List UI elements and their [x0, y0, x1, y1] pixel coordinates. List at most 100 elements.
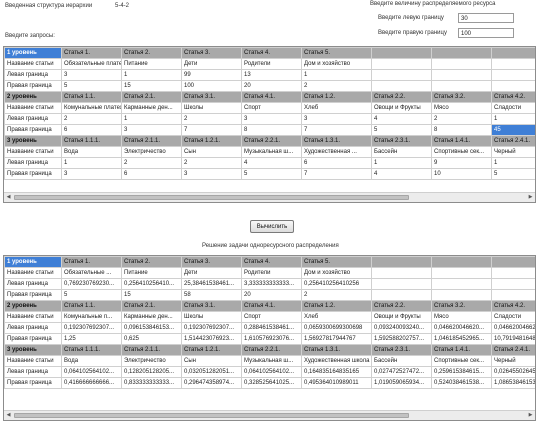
- grid-cell[interactable]: [431, 80, 492, 92]
- grid-cell[interactable]: 0,625: [121, 333, 182, 345]
- grid-cell[interactable]: 7: [181, 124, 242, 136]
- grid-cell[interactable]: Статья 1.3.1.: [301, 135, 372, 147]
- grid-cell[interactable]: [491, 47, 535, 59]
- grid-cell[interactable]: Спортивные сек...: [431, 146, 492, 158]
- requests-grid[interactable]: 1 уровень Статья 1. Статья 2. Статья 3. Стат…: [3, 46, 536, 203]
- grid-cell[interactable]: Питание: [121, 267, 182, 279]
- grid-cell[interactable]: Вода: [61, 355, 122, 367]
- grid-cell[interactable]: Статья 2.4.1.: [491, 344, 535, 356]
- grid-cell[interactable]: [431, 289, 492, 301]
- selected-grid-cell[interactable]: 45: [491, 124, 535, 136]
- grid-cell[interactable]: Статья 1.1.1.: [61, 135, 122, 147]
- grid-cell[interactable]: 4: [371, 113, 432, 125]
- grid-cell[interactable]: 0,0659300699300698: [301, 322, 372, 334]
- solution-grid-hscrollbar[interactable]: ◀ ▶: [4, 410, 535, 420]
- grid-cell[interactable]: 1: [491, 157, 535, 169]
- grid-cell[interactable]: Статья 1.2.1.: [181, 135, 242, 147]
- grid-cell[interactable]: Статья 1.: [61, 256, 122, 268]
- grid-cell[interactable]: 0,032051282051...: [181, 366, 242, 378]
- grid-cell[interactable]: 2: [431, 113, 492, 125]
- grid-cell[interactable]: 1: [121, 113, 182, 125]
- grid-cell[interactable]: Спорт: [241, 311, 302, 323]
- grid-cell[interactable]: [491, 58, 535, 70]
- scroll-right-arrow-icon[interactable]: ▶: [528, 194, 533, 200]
- grid-cell[interactable]: Статья 3.2.: [431, 91, 492, 103]
- grid-cell[interactable]: Статья 2.2.: [371, 300, 432, 312]
- grid-cell[interactable]: 0,495364010989011: [301, 377, 372, 389]
- grid-cell[interactable]: Статья 2.2.: [371, 91, 432, 103]
- grid-cell[interactable]: Родители: [241, 58, 302, 70]
- grid-cell[interactable]: Статья 2.2.1.: [241, 344, 302, 356]
- grid-cell[interactable]: Художественная школа: [301, 355, 372, 367]
- grid-cell[interactable]: Хлеб: [301, 102, 372, 114]
- grid-cell[interactable]: Статья 2.1.1.: [121, 344, 182, 356]
- grid-cell[interactable]: 13: [241, 69, 302, 81]
- grid-cell[interactable]: [491, 289, 535, 301]
- grid-cell[interactable]: [431, 278, 492, 290]
- grid-cell[interactable]: Статья 4.: [241, 256, 302, 268]
- grid-cell[interactable]: [371, 47, 432, 59]
- grid-cell[interactable]: Бассейн: [371, 355, 432, 367]
- grid-cell[interactable]: 2: [181, 157, 242, 169]
- grid-cell[interactable]: [431, 69, 492, 81]
- grid-cell[interactable]: Овощи и Фрукты: [371, 102, 432, 114]
- grid-cell[interactable]: Статья 1.4.1.: [431, 344, 492, 356]
- grid-cell[interactable]: Статья 2.4.1.: [491, 135, 535, 147]
- grid-cell[interactable]: 6: [301, 157, 372, 169]
- grid-cell[interactable]: [431, 47, 492, 59]
- scroll-left-arrow-icon[interactable]: ◀: [6, 194, 11, 200]
- grid-cell[interactable]: Карманные ден...: [121, 102, 182, 114]
- grid-cell[interactable]: 5: [61, 80, 122, 92]
- grid-cell[interactable]: 15: [121, 289, 182, 301]
- grid-cell[interactable]: 2: [181, 113, 242, 125]
- solution-grid[interactable]: 1 уровень Статья 1. Статья 2. Статья 3. Стат…: [3, 255, 536, 421]
- grid-cell[interactable]: Школы: [181, 311, 242, 323]
- grid-cell[interactable]: Хлеб: [301, 311, 372, 323]
- grid-cell[interactable]: Статья 1.2.: [301, 91, 372, 103]
- grid-cell[interactable]: 9: [431, 157, 492, 169]
- grid-cell[interactable]: 4: [241, 157, 302, 169]
- grid-cell[interactable]: Статья 5.: [301, 47, 372, 59]
- grid-cell[interactable]: Статья 2.3.1.: [371, 135, 432, 147]
- grid-cell[interactable]: 58: [181, 289, 242, 301]
- grid-cell[interactable]: [371, 267, 432, 279]
- grid-cell[interactable]: Дети: [181, 267, 242, 279]
- grid-cell[interactable]: Бассейн: [371, 146, 432, 158]
- grid-cell[interactable]: 0,833333333333...: [121, 377, 182, 389]
- grid-cell[interactable]: 0,524038461538...: [431, 377, 492, 389]
- grid-cell[interactable]: Электричество: [121, 355, 182, 367]
- grid-cell[interactable]: 4: [371, 168, 432, 180]
- grid-cell[interactable]: 1,514423076923...: [181, 333, 242, 345]
- grid-cell[interactable]: 25,38461538461...: [181, 278, 242, 290]
- grid-cell[interactable]: 5: [371, 124, 432, 136]
- grid-cell[interactable]: Сладости: [491, 311, 535, 323]
- grid-cell[interactable]: Статья 1.2.1.: [181, 344, 242, 356]
- grid-cell[interactable]: Статья 1.3.1.: [301, 344, 372, 356]
- grid-cell[interactable]: Статья 1.4.1.: [431, 135, 492, 147]
- grid-cell[interactable]: 0,256410256410256: [301, 278, 372, 290]
- grid-cell[interactable]: 0,046620046620...: [491, 322, 535, 334]
- grid-cell[interactable]: Статья 1.: [61, 47, 122, 59]
- grid-cell[interactable]: Черный: [491, 146, 535, 158]
- grid-cell[interactable]: Мясо: [431, 311, 492, 323]
- grid-cell[interactable]: 3: [61, 168, 122, 180]
- grid-cell[interactable]: 99: [181, 69, 242, 81]
- grid-cell[interactable]: 0,192307692307...: [61, 322, 122, 334]
- grid-cell[interactable]: Черный: [491, 355, 535, 367]
- grid-cell[interactable]: 3: [181, 168, 242, 180]
- grid-cell[interactable]: 6: [61, 124, 122, 136]
- scroll-thumb[interactable]: [14, 413, 409, 418]
- grid-cell[interactable]: [491, 256, 535, 268]
- grid-cell[interactable]: Обязательные ...: [61, 267, 122, 279]
- grid-cell[interactable]: Статья 1.1.: [61, 91, 122, 103]
- grid-cell[interactable]: Статья 4.2.: [491, 91, 535, 103]
- grid-cell[interactable]: Статья 3.1.: [181, 300, 242, 312]
- grid-cell[interactable]: Овощи и Фрукты: [371, 311, 432, 323]
- grid-cell[interactable]: Обязательные платежи: [61, 58, 122, 70]
- grid-cell[interactable]: 1,56927817944767: [301, 333, 372, 345]
- grid-cell[interactable]: 2: [121, 157, 182, 169]
- grid-cell[interactable]: Статья 2.: [121, 47, 182, 59]
- right-bound-input[interactable]: 100: [458, 28, 514, 38]
- grid-cell[interactable]: 0,026455026455...: [491, 366, 535, 378]
- grid-cell[interactable]: 1: [491, 113, 535, 125]
